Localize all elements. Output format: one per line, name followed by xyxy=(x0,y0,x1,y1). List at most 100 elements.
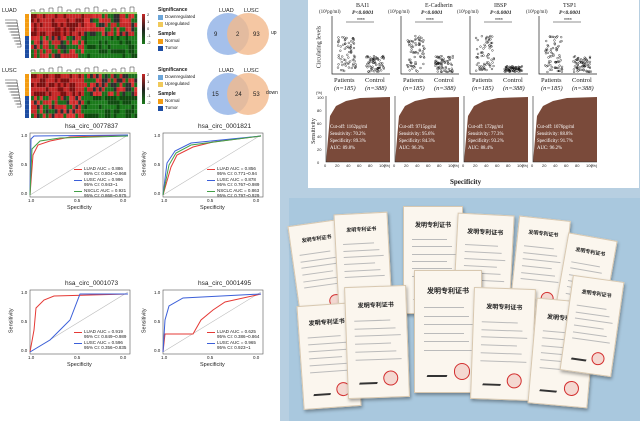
certificate-line xyxy=(464,250,502,254)
scatter-point xyxy=(418,48,421,51)
roc-legend-auc: LUAD AUC = 0.919 xyxy=(84,329,123,334)
heatmap-cell xyxy=(113,27,117,32)
marker-name: E-Cadherin xyxy=(425,3,453,9)
heatmap-cell xyxy=(98,96,102,101)
roc-legend-line xyxy=(74,180,82,181)
heatmap-cell xyxy=(51,104,55,110)
heatmap-cell xyxy=(45,49,49,54)
heatmap-cell xyxy=(107,87,111,92)
scatter-point xyxy=(475,69,478,72)
certificate-line xyxy=(521,271,556,277)
scatter-point xyxy=(489,65,492,68)
heatmap-cell xyxy=(51,53,55,58)
heatmap-cell xyxy=(110,14,114,19)
heatmap-cell xyxy=(98,18,102,23)
group1-n: (n=185) xyxy=(403,85,425,92)
scatter-point xyxy=(419,40,422,43)
heatmap-cell xyxy=(78,100,82,105)
heatmap-sample-bar xyxy=(25,96,29,101)
certificate-line xyxy=(481,352,522,355)
heatmap-cell xyxy=(107,22,111,28)
heatmap-cell xyxy=(95,49,99,54)
heatmap-cell xyxy=(51,44,55,50)
heatmap-cell xyxy=(87,96,90,101)
heatmap-cell xyxy=(78,14,82,19)
heatmap-cell xyxy=(95,91,99,96)
heatmap-cell xyxy=(36,78,40,83)
heatmap-cell xyxy=(33,109,37,114)
heatmap-scale-tick: -1 xyxy=(147,33,151,38)
roc-legend-ci: 95% CI: 0.771~0.94 xyxy=(217,171,257,176)
roc-ytick: 0.5 xyxy=(154,319,161,324)
heatmap-cell xyxy=(48,27,52,32)
scatter-point xyxy=(480,51,484,54)
heatmap-cell xyxy=(42,104,46,110)
heatmap-cell xyxy=(54,31,58,36)
group1-n: (n=185) xyxy=(334,85,356,92)
scatter-point xyxy=(560,67,563,71)
certificate-line xyxy=(299,250,331,256)
heatmap-cell xyxy=(69,36,73,41)
scatter-point xyxy=(558,56,561,59)
heatmap-cell xyxy=(131,53,135,58)
heatmap-cell xyxy=(113,53,117,58)
heatmap-cell xyxy=(131,31,135,36)
heatmap-cell xyxy=(81,49,85,54)
roc-legend-line xyxy=(74,343,82,344)
scatter-point xyxy=(342,43,345,46)
group2-n: (n=388) xyxy=(572,85,594,92)
scatter-point xyxy=(577,69,580,72)
heatmap-cell xyxy=(87,100,90,105)
scatter-point xyxy=(517,68,520,71)
heatmap-cell xyxy=(119,113,123,118)
heatmap-cell xyxy=(119,22,123,28)
heatmap-cell xyxy=(72,53,76,58)
heatmap-cell xyxy=(33,78,37,83)
heatmap-sample-bar xyxy=(25,109,29,114)
heatmap-cell xyxy=(84,100,88,105)
heatmap-cell xyxy=(107,113,111,118)
certificate-line xyxy=(301,262,341,269)
scatter-point xyxy=(514,67,518,70)
scatter-point xyxy=(547,61,551,65)
marker-stars: **** xyxy=(495,18,503,24)
marker-xtick: 80 xyxy=(437,163,442,168)
scatter-point xyxy=(489,44,492,47)
heatmap-cell xyxy=(101,100,105,105)
sensitivity-text: Sensitivity: 95.6% xyxy=(399,132,435,137)
heatmap-cell xyxy=(63,49,67,54)
auc-text: AUC: 96.3% xyxy=(399,146,425,151)
scatter-point xyxy=(558,54,561,57)
heatmap-cell xyxy=(113,40,117,45)
scatter-point xyxy=(513,68,516,71)
heatmap-cell xyxy=(51,36,55,41)
heatmap-cell xyxy=(98,49,102,54)
heatmap-cell xyxy=(104,40,108,45)
certificate-line xyxy=(481,336,528,340)
scatter-point xyxy=(408,44,411,47)
group1-n: (n=185) xyxy=(472,85,494,92)
scatter-point xyxy=(353,55,357,58)
group2-n: (n=388) xyxy=(503,85,525,92)
signature xyxy=(539,388,558,393)
heatmap-cell xyxy=(125,87,129,92)
scatter-point xyxy=(492,64,495,68)
heatmap-legend-item: Upregulated xyxy=(165,21,190,26)
marker-xtick: 0 xyxy=(393,163,396,168)
heatmap-cell xyxy=(131,91,135,96)
heatmap-sample-bar xyxy=(25,40,29,45)
heatmap-cell xyxy=(63,40,67,45)
scatter-point xyxy=(550,66,553,69)
roc-xlabel: Specificity xyxy=(67,362,92,368)
scatter-point xyxy=(572,60,575,63)
scatter-point xyxy=(559,40,562,43)
scatter-point xyxy=(477,61,480,65)
scatter-point xyxy=(553,39,556,42)
marker-ylabel: Circulating levels xyxy=(316,25,323,69)
certificate-line xyxy=(412,261,447,263)
heatmap-cell xyxy=(72,113,76,118)
heatmap-cell xyxy=(51,113,55,118)
scatter-point xyxy=(337,44,340,47)
heatmap-cell xyxy=(95,109,99,114)
scatter-point xyxy=(490,58,493,61)
